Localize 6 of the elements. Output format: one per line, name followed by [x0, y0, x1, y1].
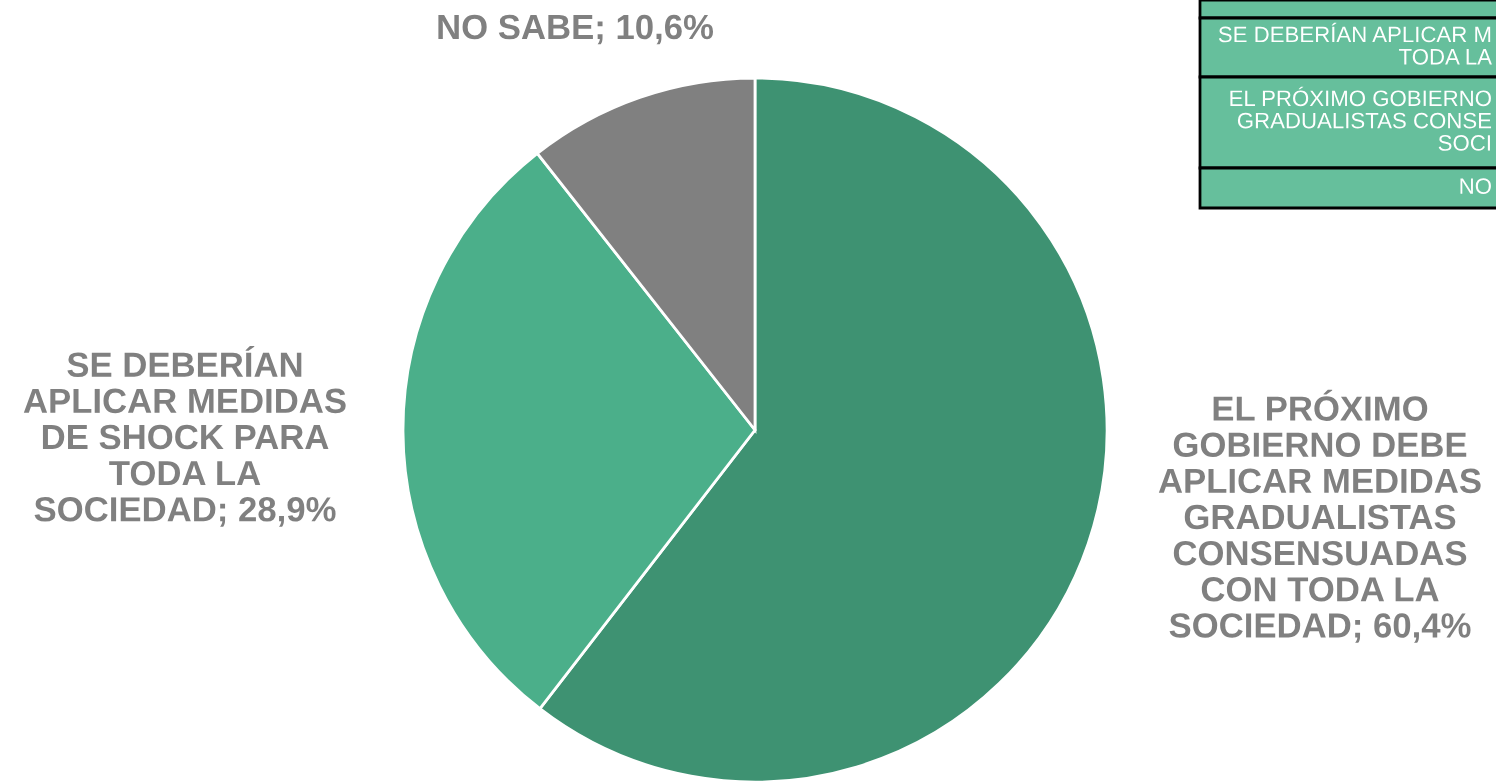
text: EL PRÓXIMO GOBIERNO GRADUALISTAS CONSE SOCI — [1230, 86, 1492, 151]
slice-label: EL PRÓXIMO GOBIERNO DEBE APLICAR MEDIDAS GRADUALISTAS CONSENSUADAS CON TODA LA SOCIEDAD; 60,4% — [1158, 389, 1481, 643]
slice-label: NO SABE; 10,6% — [438, 14, 714, 45]
text: SE DEBERÍAN APLICAR M TODA LA — [1218, 22, 1492, 65]
slice-label: SE DEBERÍAN APLICAR MEDIDAS DE SHOCK PARA TODA LA SOCIEDAD; 28,9% — [23, 345, 346, 527]
text: NO — [1460, 178, 1491, 194]
